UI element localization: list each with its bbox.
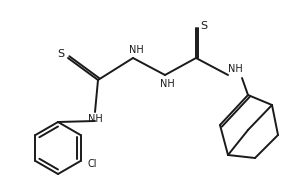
Text: S: S [57, 49, 65, 59]
Text: NH: NH [160, 79, 174, 89]
Text: S: S [200, 21, 208, 31]
Text: NH: NH [88, 114, 102, 124]
Text: Cl: Cl [88, 159, 97, 169]
Text: NH: NH [129, 45, 143, 55]
Text: NH: NH [228, 64, 242, 74]
